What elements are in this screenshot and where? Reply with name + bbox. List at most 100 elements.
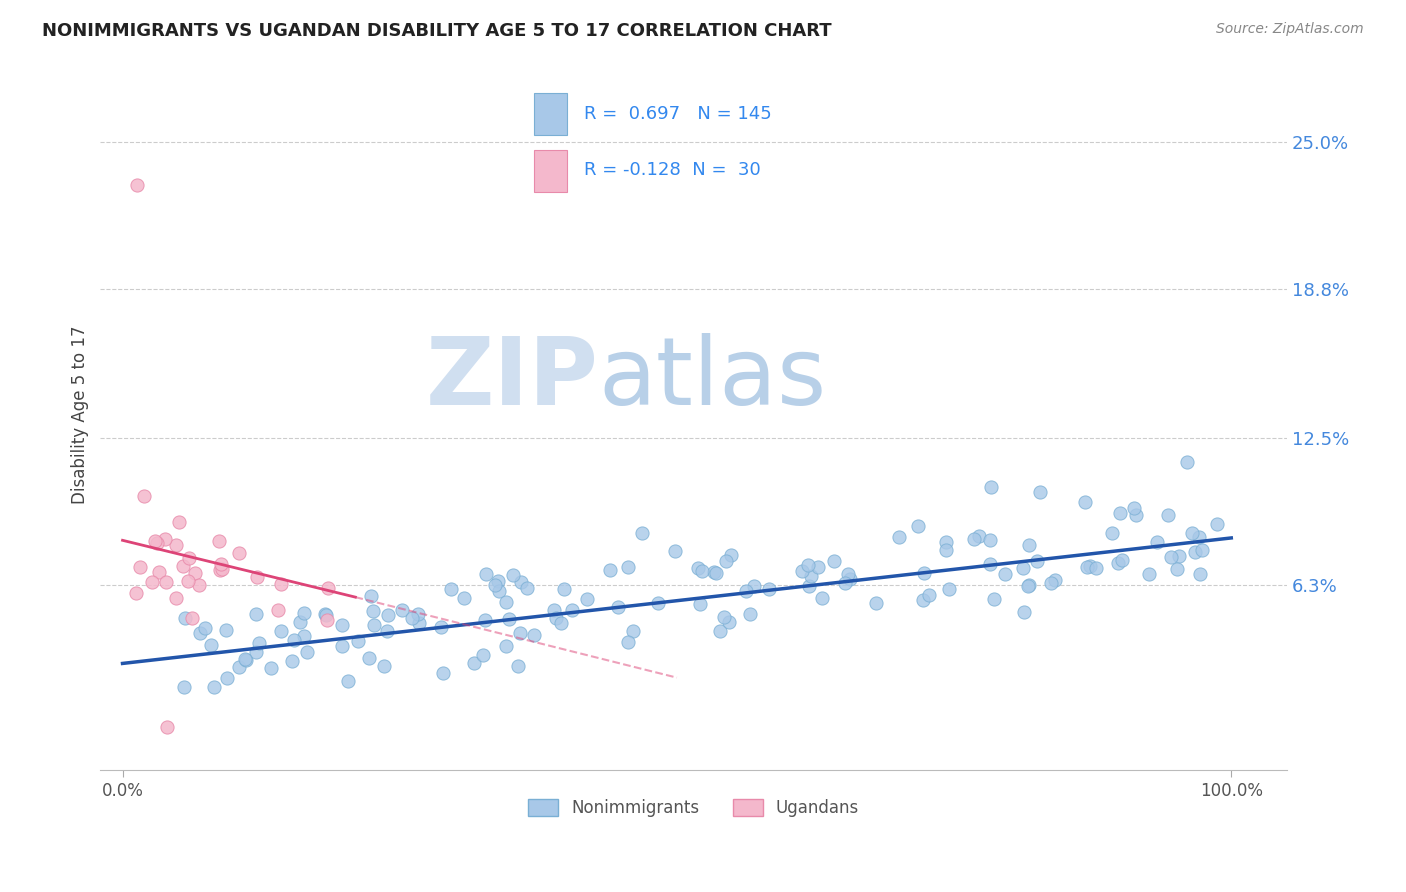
Point [714,553,737,567]
Point [790,564,813,578]
Point [1184,545,1206,559]
Point [979,533,1001,548]
Point [502,568,524,582]
Point [807,560,830,574]
Point [1181,526,1204,541]
Point [834,575,856,590]
Point [391,603,413,617]
Point [599,563,621,577]
Point [474,613,496,627]
Point [1017,579,1039,593]
Text: ZIP: ZIP [426,334,599,425]
Point [315,608,337,623]
Point [209,563,232,577]
Text: atlas: atlas [599,334,827,425]
Point [837,566,859,581]
Point [246,569,269,583]
Point [824,554,846,568]
Point [292,606,315,620]
Point [865,596,887,610]
Point [509,626,531,640]
Point [1206,517,1229,532]
Point [969,529,991,543]
Point [174,610,197,624]
Point [169,516,191,530]
Point [738,607,761,622]
Point [187,578,209,592]
Point [245,645,267,659]
Point [709,624,731,638]
Point [630,525,652,540]
Point [796,558,818,572]
Point [509,575,531,590]
Point [179,550,201,565]
Point [129,559,152,574]
Point [617,635,640,649]
Point [134,489,156,503]
Point [838,572,860,586]
Point [270,577,292,591]
Point [211,562,233,576]
Point [141,575,163,590]
Point [209,557,232,571]
Point [215,671,238,685]
Point [1078,558,1101,573]
Point [408,616,430,631]
Point [316,613,339,627]
Point [363,617,385,632]
Point [155,575,177,590]
Point [463,656,485,670]
Point [498,612,520,626]
Point [704,566,727,580]
Point [561,602,583,616]
Point [439,582,461,597]
Point [184,566,207,580]
Point [125,585,148,599]
Point [208,533,231,548]
Point [918,588,941,602]
Point [1188,530,1211,544]
Point [935,535,957,549]
Point [912,566,935,580]
Point [346,634,368,648]
Point [544,611,567,625]
Point [907,519,929,533]
Point [359,651,381,665]
Point [797,579,820,593]
Point [228,659,250,673]
Point [1084,561,1107,575]
Point [165,538,187,552]
Point [983,592,1005,607]
Point [1014,605,1036,619]
Point [401,611,423,625]
Point [742,578,765,592]
Point [1076,560,1098,574]
Point [488,584,510,599]
Point [1109,506,1132,520]
Point [228,546,250,560]
Point [486,574,509,588]
Point [270,624,292,638]
Point [295,645,318,659]
Point [664,543,686,558]
Point [1175,455,1198,469]
Point [375,624,398,638]
Point [453,591,475,605]
Point [484,578,506,592]
Point [690,564,713,578]
Point [1018,578,1040,592]
Point [247,636,270,650]
Point [330,639,353,653]
Point [336,673,359,688]
Point [177,574,200,589]
Point [1107,556,1129,570]
Point [980,480,1002,494]
Point [316,582,339,596]
Point [1188,567,1211,582]
Point [125,178,148,193]
Point [720,548,742,562]
Point [148,565,170,579]
Point [235,653,257,667]
Point [522,628,544,642]
Point [283,633,305,648]
